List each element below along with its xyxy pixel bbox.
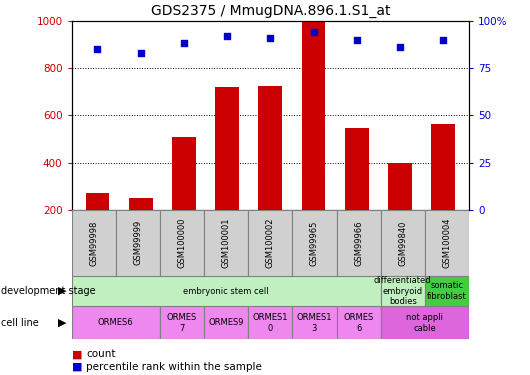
- Bar: [302, 21, 325, 210]
- Text: ■: ■: [72, 350, 82, 359]
- Bar: [160, 210, 204, 276]
- Point: [396, 44, 404, 50]
- Text: GSM99966: GSM99966: [354, 220, 363, 266]
- Bar: [172, 136, 196, 210]
- Bar: [116, 210, 160, 276]
- Bar: [160, 306, 204, 339]
- Bar: [204, 306, 248, 339]
- Text: cell line: cell line: [1, 318, 39, 328]
- Title: GDS2375 / MmugDNA.896.1.S1_at: GDS2375 / MmugDNA.896.1.S1_at: [151, 4, 390, 18]
- Text: GSM100004: GSM100004: [443, 217, 452, 268]
- Point: [352, 37, 361, 43]
- Text: ORMES9: ORMES9: [208, 318, 244, 327]
- Bar: [215, 87, 239, 210]
- Point: [266, 34, 275, 40]
- Text: ORMES
6: ORMES 6: [343, 313, 374, 333]
- Text: embryonic stem cell: embryonic stem cell: [183, 286, 269, 296]
- Text: GSM99999: GSM99999: [134, 220, 142, 266]
- Point: [310, 29, 318, 35]
- Text: count: count: [86, 350, 116, 359]
- Bar: [85, 194, 109, 210]
- Bar: [425, 210, 469, 276]
- Text: somatic
fibroblast: somatic fibroblast: [427, 281, 467, 301]
- Text: development stage: development stage: [1, 286, 96, 296]
- Bar: [248, 306, 293, 339]
- Text: GSM99965: GSM99965: [310, 220, 319, 266]
- Bar: [337, 210, 381, 276]
- Bar: [293, 306, 337, 339]
- Text: ▶: ▶: [58, 286, 66, 296]
- Text: ORMES1
3: ORMES1 3: [297, 313, 332, 333]
- Bar: [381, 306, 469, 339]
- Point: [136, 50, 145, 56]
- Text: ORMES1
0: ORMES1 0: [253, 313, 288, 333]
- Point: [180, 40, 188, 46]
- Point: [223, 33, 231, 39]
- Bar: [293, 210, 337, 276]
- Bar: [72, 306, 160, 339]
- Bar: [204, 210, 248, 276]
- Text: ORMES
7: ORMES 7: [167, 313, 197, 333]
- Bar: [248, 210, 293, 276]
- Bar: [72, 276, 381, 306]
- Text: percentile rank within the sample: percentile rank within the sample: [86, 362, 262, 372]
- Text: GSM100001: GSM100001: [222, 217, 231, 268]
- Bar: [337, 306, 381, 339]
- Bar: [129, 198, 153, 210]
- Bar: [259, 86, 282, 210]
- Text: GSM100000: GSM100000: [178, 217, 187, 268]
- Bar: [431, 124, 455, 210]
- Text: GSM99998: GSM99998: [89, 220, 98, 266]
- Text: GSM100002: GSM100002: [266, 217, 275, 268]
- Bar: [345, 128, 368, 210]
- Bar: [388, 163, 412, 210]
- Text: differentiated
embryoid
bodies: differentiated embryoid bodies: [374, 276, 431, 306]
- Point: [439, 37, 447, 43]
- Text: ▶: ▶: [58, 318, 66, 328]
- Bar: [72, 210, 116, 276]
- Text: ■: ■: [72, 362, 82, 372]
- Bar: [381, 276, 425, 306]
- Text: GSM99840: GSM99840: [399, 220, 407, 266]
- Bar: [381, 210, 425, 276]
- Text: ORMES6: ORMES6: [98, 318, 134, 327]
- Bar: [425, 276, 469, 306]
- Text: not appli
cable: not appli cable: [407, 313, 444, 333]
- Point: [93, 46, 102, 52]
